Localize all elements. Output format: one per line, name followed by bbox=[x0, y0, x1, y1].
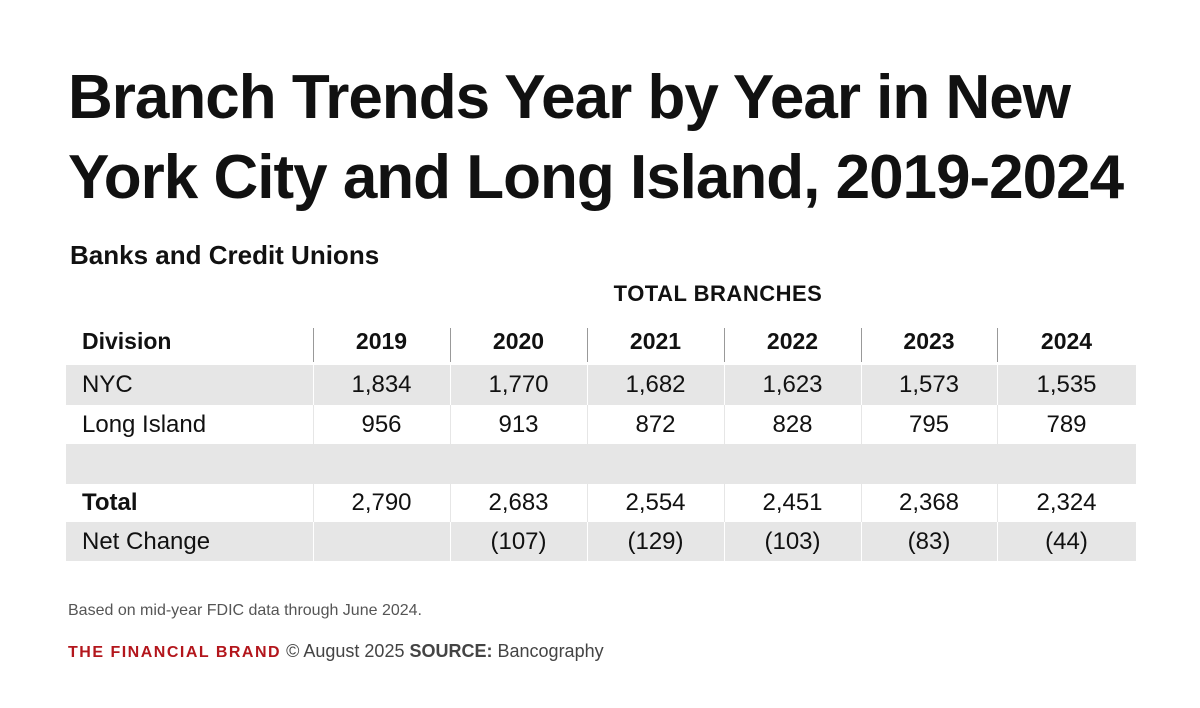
copyright: © August 2025 bbox=[286, 641, 405, 661]
column-separator bbox=[450, 328, 451, 362]
column-separator bbox=[313, 522, 314, 561]
column-separator bbox=[861, 522, 862, 561]
group-heading: TOTAL BRANCHES bbox=[613, 281, 823, 306]
cell: 2,324 bbox=[1036, 489, 1097, 516]
column-separator bbox=[861, 365, 862, 405]
cell: 1,573 bbox=[898, 371, 960, 398]
table-row: Long Island 956 913 872 828 795 789 bbox=[66, 405, 1136, 444]
column-separator bbox=[450, 365, 451, 405]
column-separator bbox=[997, 405, 998, 444]
subtitle: Banks and Credit Unions bbox=[70, 240, 380, 270]
column-separator bbox=[861, 328, 862, 362]
column-header: 2019 bbox=[355, 327, 408, 354]
column-separator bbox=[861, 405, 862, 444]
row-label: Total bbox=[82, 489, 138, 516]
column-separator bbox=[997, 328, 998, 362]
cell: 2,683 bbox=[488, 489, 549, 516]
column-separator bbox=[450, 522, 451, 561]
column-separator bbox=[724, 484, 725, 522]
source-label: SOURCE: bbox=[409, 641, 493, 661]
column-header: 2022 bbox=[766, 327, 819, 354]
row-label: NYC bbox=[82, 371, 133, 398]
column-header: 2020 bbox=[492, 327, 545, 354]
cell: 2,451 bbox=[762, 489, 823, 516]
cell: 1,623 bbox=[762, 371, 823, 398]
table-row: Total 2,790 2,683 2,554 2,451 2,368 2,324 bbox=[66, 484, 1136, 522]
header-row: Division 2019 2020 2021 2022 2023 2024 bbox=[66, 320, 1136, 362]
cell: 956 bbox=[361, 410, 402, 438]
cell: 828 bbox=[772, 410, 813, 438]
column-separator bbox=[450, 484, 451, 522]
column-separator bbox=[861, 484, 862, 522]
source: Bancography bbox=[497, 641, 604, 661]
column-separator bbox=[724, 365, 725, 405]
column-separator bbox=[724, 328, 725, 362]
footer: THE FINANCIAL BRAND © August 2025 SOURCE… bbox=[68, 641, 604, 662]
footnote: Based on mid-year FDIC data through June… bbox=[68, 602, 422, 619]
row-label: Long Island bbox=[82, 410, 207, 438]
column-header: 2023 bbox=[903, 327, 955, 354]
cell: (129) bbox=[627, 527, 684, 555]
column-separator bbox=[313, 405, 314, 444]
cell: 1,770 bbox=[488, 371, 549, 398]
column-separator bbox=[587, 484, 588, 522]
column-separator bbox=[587, 328, 588, 362]
column-separator bbox=[313, 365, 314, 405]
column-header: Division bbox=[82, 327, 172, 354]
column-separator bbox=[997, 522, 998, 561]
column-separator bbox=[587, 522, 588, 561]
cell: (44) bbox=[1045, 527, 1088, 555]
table-row: NYC 1,834 1,770 1,682 1,623 1,573 1,535 bbox=[66, 365, 1136, 405]
column-header: 2021 bbox=[629, 327, 682, 354]
cell: (103) bbox=[764, 527, 821, 555]
spacer-row bbox=[66, 444, 1136, 484]
cell: (83) bbox=[907, 527, 951, 555]
cell: 872 bbox=[635, 410, 676, 438]
column-separator bbox=[313, 484, 314, 522]
cell: 2,368 bbox=[898, 489, 960, 516]
column-separator bbox=[997, 484, 998, 522]
row-label: Net Change bbox=[82, 527, 211, 555]
column-separator bbox=[587, 405, 588, 444]
cell: 789 bbox=[1046, 410, 1087, 438]
title: Branch Trends Year by Year in New York C… bbox=[68, 63, 1124, 212]
cell: 913 bbox=[498, 410, 539, 438]
column-separator bbox=[724, 522, 725, 561]
cell: 1,535 bbox=[1036, 371, 1097, 398]
column-header: 2024 bbox=[1040, 327, 1093, 354]
column-separator bbox=[450, 405, 451, 444]
cell: 795 bbox=[908, 410, 950, 438]
table-row: Net Change (107) (129) (103) (83) (44) bbox=[66, 522, 1136, 561]
column-separator bbox=[724, 405, 725, 444]
cell: 1,834 bbox=[351, 371, 412, 398]
column-separator bbox=[587, 365, 588, 405]
cell: 2,790 bbox=[351, 489, 412, 516]
brand: THE FINANCIAL BRAND bbox=[68, 644, 282, 661]
cell: 2,554 bbox=[625, 489, 686, 516]
column-separator bbox=[313, 328, 314, 362]
cell: 1,682 bbox=[625, 371, 686, 398]
column-separator bbox=[997, 365, 998, 405]
cell: (107) bbox=[490, 527, 547, 555]
